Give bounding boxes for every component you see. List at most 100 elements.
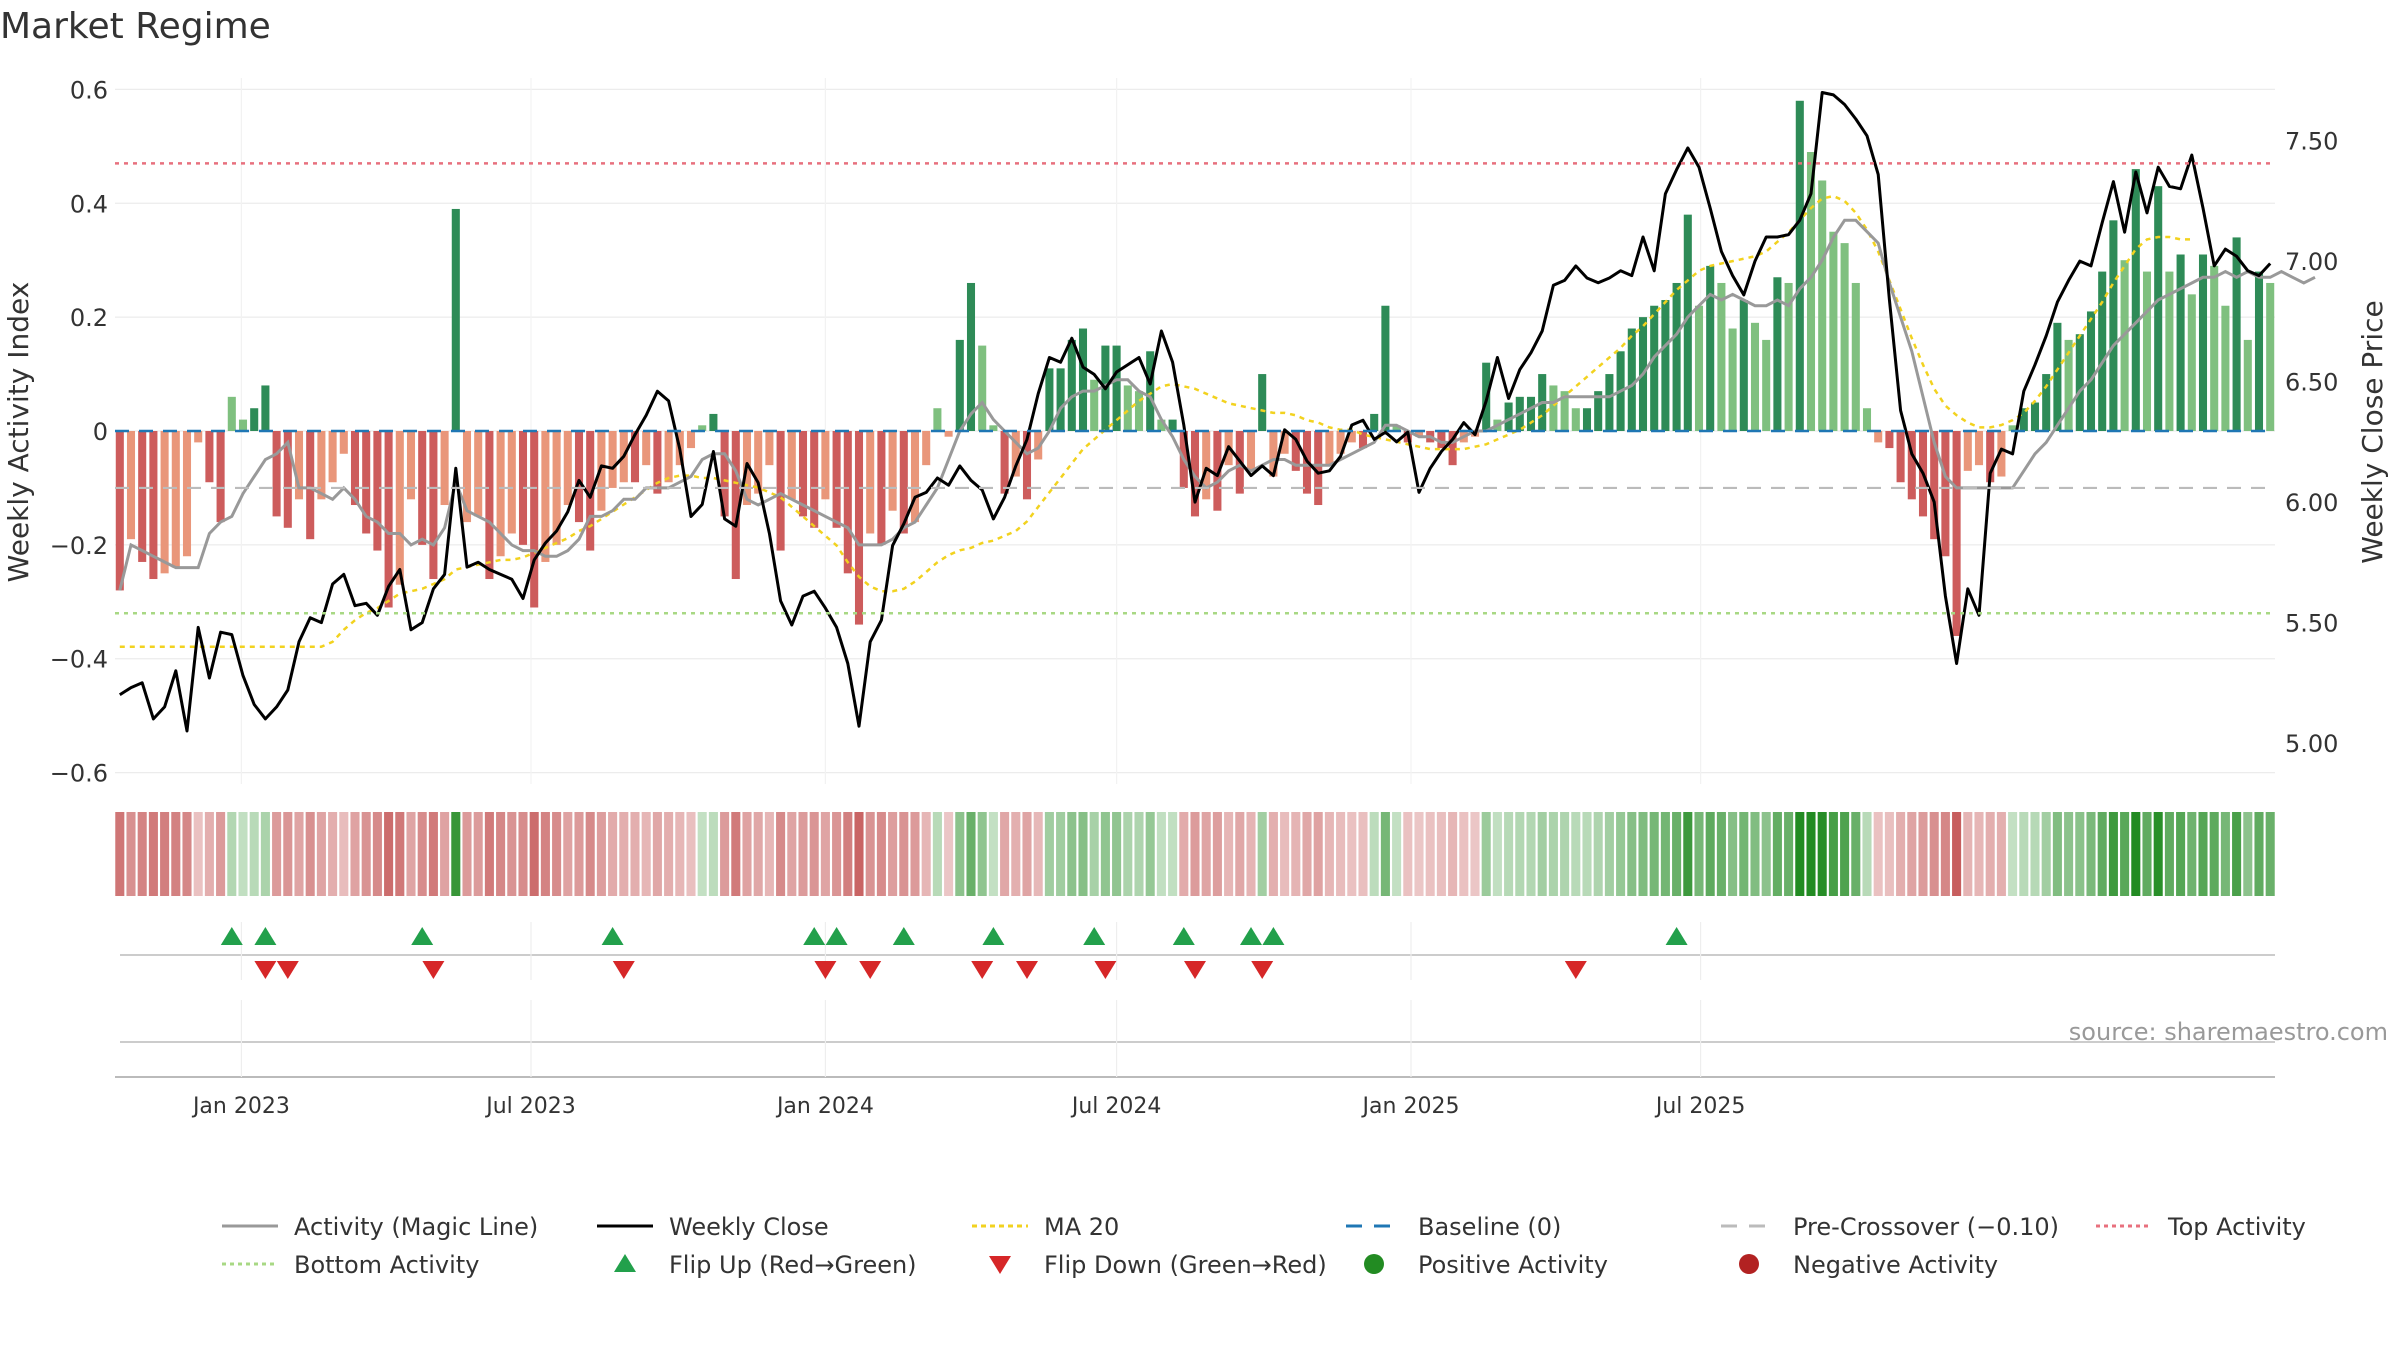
activity-bar-152 — [1818, 180, 1827, 431]
activity-bar-69 — [888, 431, 897, 511]
heat-cell-103 — [1268, 812, 1278, 896]
activity-bar-46 — [630, 431, 640, 483]
activity-bar-34 — [496, 431, 505, 557]
legend-label-positive: Positive Activity — [1418, 1251, 1608, 1279]
activity-bar-91 — [1134, 391, 1144, 431]
activity-bar-174 — [2064, 339, 2073, 431]
y-right-tick-label: 5.50 — [2285, 610, 2338, 638]
heat-cell-104 — [1280, 812, 1290, 896]
activity-bar-12 — [250, 408, 259, 431]
activity-bar-114 — [1392, 425, 1401, 431]
heat-cell-185 — [2187, 812, 2197, 896]
activity-bar-38 — [541, 431, 550, 562]
heat-cell-163 — [1940, 812, 1950, 896]
heat-cell-178 — [2108, 812, 2118, 896]
weekly-close-line — [118, 91, 2272, 733]
heat-cell-160 — [1907, 812, 1917, 896]
legend-swatch-flip-down — [989, 1256, 1011, 1274]
activity-bar-18 — [317, 431, 326, 500]
heat-cell-83 — [1044, 812, 1054, 896]
activity-bar-15 — [283, 431, 292, 528]
heat-cell-5 — [171, 812, 181, 896]
activity-bar-126 — [1526, 396, 1536, 431]
activity-bar-58 — [765, 431, 774, 466]
heat-cell-150 — [1795, 812, 1805, 896]
heat-cell-156 — [1862, 812, 1872, 896]
heat-cell-42 — [585, 812, 595, 896]
heat-cell-116 — [1414, 812, 1424, 896]
heat-cell-120 — [1459, 812, 1469, 896]
heat-cell-119 — [1448, 812, 1458, 896]
heat-cell-12 — [249, 812, 259, 896]
heat-cell-110 — [1347, 812, 1357, 896]
activity-bar-181 — [2142, 271, 2152, 431]
activity-bar-182 — [2154, 186, 2163, 431]
heat-cell-16 — [294, 812, 304, 896]
heat-cell-0 — [115, 812, 125, 896]
activity-bar-108 — [1325, 431, 1334, 466]
flip-down-marker-8 — [1094, 961, 1117, 979]
heat-cell-55 — [731, 812, 741, 896]
flip-up-marker-3 — [601, 927, 624, 945]
activity-bar-170 — [2019, 408, 2028, 431]
heat-cell-13 — [260, 812, 270, 896]
activity-bar-0 — [115, 431, 124, 591]
heat-cell-67 — [865, 812, 875, 896]
heat-cell-136 — [1638, 812, 1648, 896]
activity-bar-107 — [1314, 431, 1323, 506]
heat-cell-56 — [742, 812, 752, 896]
flip-up-marker-10 — [1240, 927, 1262, 945]
heat-cell-11 — [238, 812, 248, 896]
x-tick-label: Jan 2023 — [191, 1094, 290, 1119]
heat-cell-45 — [619, 812, 629, 896]
heat-cell-65 — [843, 812, 853, 896]
heat-cell-121 — [1470, 812, 1480, 896]
heat-cell-134 — [1616, 812, 1626, 896]
heat-cell-95 — [1179, 812, 1189, 896]
heat-cell-36 — [518, 812, 528, 896]
activity-bar-153 — [1829, 231, 1838, 431]
heat-cell-89 — [1112, 812, 1122, 896]
heat-cell-98 — [1212, 812, 1222, 896]
activity-bar-63 — [821, 431, 830, 500]
activity-bar-138 — [1661, 300, 1670, 431]
heat-cell-101 — [1246, 812, 1256, 896]
activity-bar-84 — [1056, 368, 1065, 431]
heat-cell-22 — [361, 812, 371, 896]
heat-cell-131 — [1582, 812, 1592, 896]
activity-bar-178 — [2109, 220, 2118, 431]
activity-bar-43 — [597, 431, 606, 511]
activity-bar-75 — [955, 339, 964, 431]
activity-bar-158 — [1885, 431, 1894, 449]
activity-bar-192 — [2266, 282, 2275, 431]
activity-bar-89 — [1112, 345, 1121, 431]
activity-bar-57 — [754, 431, 763, 494]
heat-cell-34 — [496, 812, 506, 896]
activity-bar-44 — [608, 431, 617, 488]
activity-bar-128 — [1549, 385, 1558, 431]
heat-cell-179 — [2120, 812, 2130, 896]
series-lines — [118, 91, 2316, 733]
y-right-tick-label: 7.50 — [2285, 128, 2338, 156]
activity-bar-144 — [1728, 328, 1737, 431]
heat-cell-75 — [955, 812, 965, 896]
activity-bars — [115, 100, 2275, 636]
heat-cell-73 — [932, 812, 942, 896]
heat-cell-94 — [1168, 812, 1178, 896]
legend: Activity (Magic Line) Weekly Close MA 20 Ba… — [222, 1213, 2306, 1279]
activity-bar-159 — [1896, 431, 1905, 483]
flip-down-marker-4 — [814, 961, 837, 979]
flip-up-marker-9 — [1172, 927, 1195, 945]
activity-bar-16 — [294, 431, 304, 500]
flip-down-marker-0 — [254, 961, 277, 979]
activity-bar-130 — [1571, 408, 1580, 431]
heat-cell-50 — [675, 812, 685, 896]
flip-up-marker-6 — [892, 927, 915, 945]
heat-cell-152 — [1817, 812, 1827, 896]
heat-cell-4 — [160, 812, 170, 896]
heat-cell-138 — [1660, 812, 1670, 896]
flip-up-marker-7 — [982, 927, 1005, 945]
heat-cell-106 — [1302, 812, 1312, 896]
activity-bar-173 — [2053, 322, 2062, 431]
